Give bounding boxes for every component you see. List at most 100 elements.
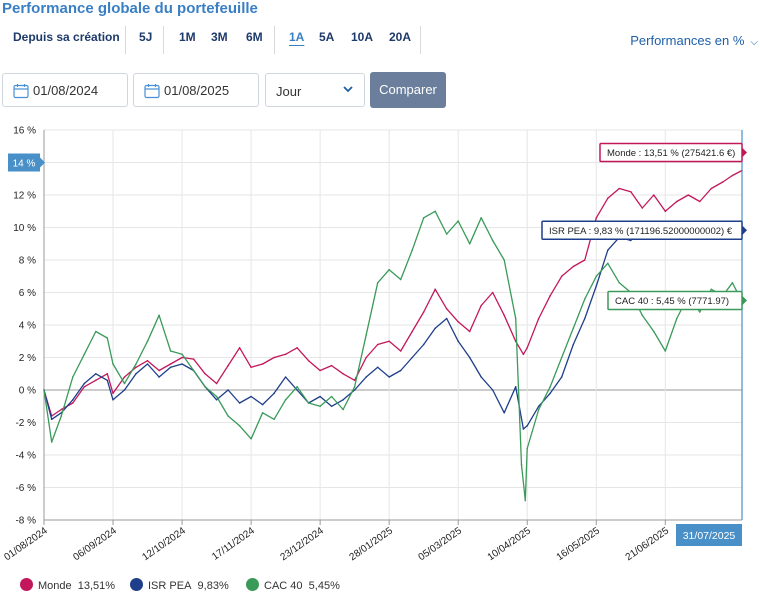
data-point xyxy=(687,194,690,196)
compare-button[interactable]: Comparer xyxy=(370,72,446,108)
data-point xyxy=(607,262,609,265)
data-point xyxy=(365,376,368,378)
data-point xyxy=(146,363,149,365)
data-point xyxy=(411,356,414,359)
data-point xyxy=(522,428,525,430)
data-point xyxy=(106,373,109,375)
crosshair-y-label: 14 % xyxy=(13,159,36,170)
data-point xyxy=(457,321,460,323)
data-point xyxy=(480,217,483,219)
data-point xyxy=(480,304,483,307)
data-point xyxy=(227,415,229,417)
data-point xyxy=(388,340,391,343)
series-line-monde xyxy=(43,169,743,417)
data-point xyxy=(399,369,402,372)
crosshair-y-badge-arrow xyxy=(40,157,45,168)
data-point xyxy=(549,386,551,388)
data-point xyxy=(50,418,53,421)
x-tick-label: 05/03/2025 xyxy=(417,525,465,563)
data-point xyxy=(43,389,45,391)
data-point xyxy=(618,187,621,190)
data-point xyxy=(560,356,563,359)
legend-item-monde[interactable]: Monde 13,51% xyxy=(20,578,115,592)
data-point xyxy=(722,181,724,183)
data-point xyxy=(319,369,321,372)
period-10a[interactable]: 10A xyxy=(351,30,374,44)
data-point xyxy=(353,389,356,391)
data-point xyxy=(388,268,391,271)
legend-value: 5,45% xyxy=(308,580,340,592)
granularity-select[interactable]: Jour xyxy=(265,73,365,107)
data-point xyxy=(468,356,471,359)
data-point xyxy=(434,288,437,291)
y-tick-label: 4 % xyxy=(19,321,36,332)
performance-chart: -8 %-6 %-4 %-2 %0 %2 %4 %6 %8 %10 %12 %1… xyxy=(2,126,747,563)
data-point xyxy=(169,350,172,352)
period-since-creation[interactable]: Depuis sa création xyxy=(13,30,120,44)
data-point xyxy=(664,210,667,213)
period-1a[interactable]: 1A xyxy=(289,30,305,44)
granularity-value: Jour xyxy=(276,84,302,99)
period-5a[interactable]: 5A xyxy=(319,30,335,44)
data-point xyxy=(342,408,344,411)
data-point xyxy=(330,405,333,408)
data-point xyxy=(307,402,310,404)
chevron-down-icon xyxy=(342,83,354,98)
data-point xyxy=(60,415,63,417)
data-point xyxy=(422,217,425,219)
tooltip-text: CAC 40 : 5,45 % (7771.97) xyxy=(615,296,729,307)
data-point xyxy=(204,386,206,388)
data-point xyxy=(676,317,678,320)
start-date-input[interactable]: 01/08/2024 xyxy=(2,73,128,107)
period-6m[interactable]: 6M xyxy=(246,30,263,44)
data-point xyxy=(503,412,506,414)
legend-item-isr-pea[interactable]: ISR PEA 9,83% xyxy=(130,578,229,592)
chart-series xyxy=(43,169,743,502)
data-point xyxy=(491,291,494,294)
data-point xyxy=(296,389,298,391)
data-point xyxy=(146,340,149,343)
divider xyxy=(274,26,275,54)
end-date-input[interactable]: 01/08/2025 xyxy=(133,73,259,107)
data-point xyxy=(296,386,298,388)
data-point xyxy=(572,265,575,268)
data-point xyxy=(342,399,344,401)
data-point xyxy=(537,405,540,408)
data-point xyxy=(273,418,275,421)
series-line-cac-40 xyxy=(43,210,743,502)
data-point xyxy=(250,395,252,398)
data-point xyxy=(123,376,126,378)
x-tick-label: 17/11/2024 xyxy=(210,525,257,563)
data-point xyxy=(192,358,195,360)
data-point xyxy=(95,330,97,333)
performance-mode-select[interactable]: Performances en % ⌵ xyxy=(630,33,758,48)
data-point xyxy=(60,408,63,411)
data-point xyxy=(238,425,241,427)
legend-item-cac-40[interactable]: CAC 40 5,45% xyxy=(246,578,340,592)
data-point xyxy=(572,343,575,346)
data-point xyxy=(664,350,667,352)
data-point xyxy=(434,210,437,213)
data-point xyxy=(676,200,678,203)
data-point xyxy=(480,376,483,378)
period-5j[interactable]: 5J xyxy=(139,30,153,44)
data-point xyxy=(72,399,74,401)
data-point xyxy=(595,275,598,278)
data-point xyxy=(158,369,160,372)
period-20a[interactable]: 20A xyxy=(389,30,412,44)
y-tick-label: -8 % xyxy=(15,516,36,527)
data-point xyxy=(158,376,160,378)
data-point xyxy=(135,363,137,365)
data-point xyxy=(112,363,114,365)
data-point xyxy=(560,275,563,278)
divider xyxy=(163,26,164,54)
data-point xyxy=(261,363,264,365)
x-tick-label: 06/09/2024 xyxy=(71,525,119,563)
performance-mode-label: Performances en % xyxy=(630,33,745,48)
data-point xyxy=(135,366,137,369)
x-tick-label: 01/08/2024 xyxy=(2,525,50,563)
period-1m[interactable]: 1M xyxy=(179,30,196,44)
period-3m[interactable]: 3M xyxy=(211,30,228,44)
data-point xyxy=(445,317,448,320)
y-axis: -8 % -6 % -4 % -2 % 0 % 2 % 4 % 6 % 8 % 10 % 12 % 1… xyxy=(13,126,45,527)
